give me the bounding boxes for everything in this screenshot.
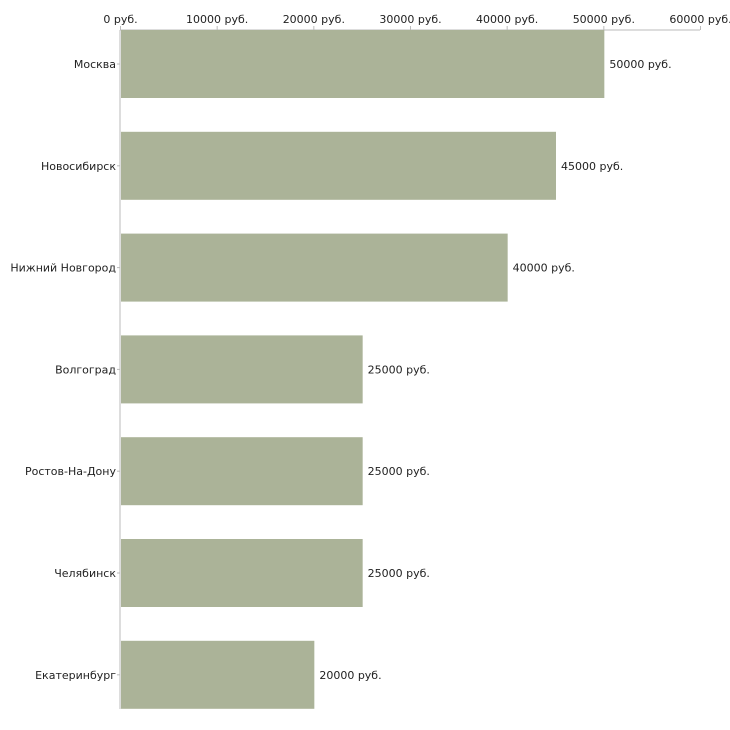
x-tick-label: 60000 руб. bbox=[669, 13, 730, 26]
x-tick-label: 30000 руб. bbox=[379, 13, 441, 26]
category-label: Москва bbox=[74, 58, 116, 71]
bar bbox=[121, 131, 556, 200]
value-label: 45000 руб. bbox=[561, 160, 623, 173]
labels: Москва 50000 руб. Новосибирск 45000 руб. Ниж… bbox=[10, 58, 671, 682]
bar bbox=[121, 640, 315, 709]
value-label: 25000 руб. bbox=[368, 465, 430, 478]
bar bbox=[121, 30, 605, 98]
x-tick-label: 0 руб. bbox=[103, 13, 137, 26]
category-label: Нижний Новгород bbox=[10, 262, 116, 275]
category-label: Ростов-На-Дону bbox=[25, 465, 116, 478]
bars bbox=[121, 30, 605, 709]
x-tick-label: 10000 руб. bbox=[186, 13, 248, 26]
x-tick-label: 40000 руб. bbox=[476, 13, 538, 26]
value-label: 40000 руб. bbox=[513, 262, 575, 275]
bar bbox=[121, 437, 363, 506]
category-label: Челябинск bbox=[54, 567, 116, 580]
value-label: 50000 руб. bbox=[609, 58, 671, 71]
axes: 0 руб. 10000 руб. 20000 руб. 30000 руб. 4000… bbox=[103, 13, 730, 709]
value-label: 25000 руб. bbox=[368, 363, 430, 376]
category-label: Екатеринбург bbox=[35, 669, 116, 682]
bar bbox=[121, 233, 508, 302]
x-tick-label: 20000 руб. bbox=[283, 13, 345, 26]
value-label: 20000 руб. bbox=[319, 669, 381, 682]
value-label: 25000 руб. bbox=[368, 567, 430, 580]
bar bbox=[121, 539, 363, 607]
category-label: Новосибирск bbox=[41, 160, 116, 173]
category-label: Волгоград bbox=[55, 363, 116, 376]
x-tick-label: 50000 руб. bbox=[573, 13, 635, 26]
bar bbox=[121, 335, 363, 404]
